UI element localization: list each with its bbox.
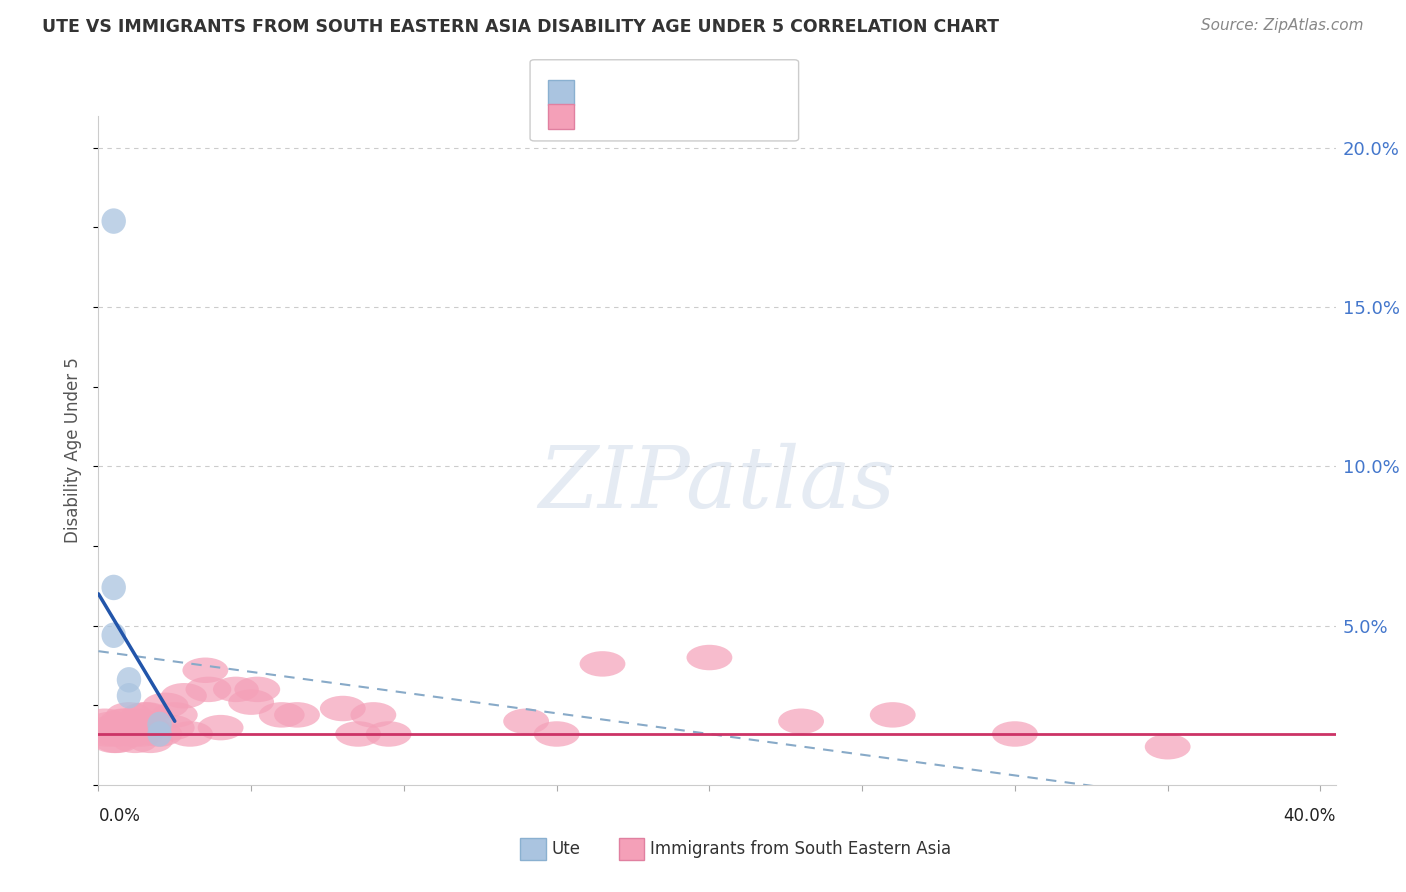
Ellipse shape xyxy=(101,574,127,600)
Ellipse shape xyxy=(152,702,198,728)
Ellipse shape xyxy=(579,651,626,677)
Ellipse shape xyxy=(100,708,146,734)
Ellipse shape xyxy=(228,690,274,714)
Text: ZIPatlas: ZIPatlas xyxy=(538,442,896,525)
Ellipse shape xyxy=(103,708,149,734)
Ellipse shape xyxy=(259,702,305,728)
Ellipse shape xyxy=(128,728,173,753)
Ellipse shape xyxy=(143,692,188,718)
Ellipse shape xyxy=(149,714,194,740)
Ellipse shape xyxy=(124,714,170,740)
Ellipse shape xyxy=(366,722,412,747)
Ellipse shape xyxy=(100,714,146,740)
Ellipse shape xyxy=(534,722,579,747)
Text: Ute: Ute xyxy=(551,840,581,858)
Ellipse shape xyxy=(117,667,141,692)
Text: 7: 7 xyxy=(723,79,733,97)
Ellipse shape xyxy=(350,702,396,728)
Ellipse shape xyxy=(870,702,915,728)
Text: N =: N = xyxy=(686,103,723,121)
Ellipse shape xyxy=(778,708,824,734)
Ellipse shape xyxy=(212,677,259,702)
Ellipse shape xyxy=(274,702,321,728)
Ellipse shape xyxy=(94,722,139,747)
Text: -0.000: -0.000 xyxy=(624,103,678,121)
Ellipse shape xyxy=(148,722,172,747)
Text: Source: ZipAtlas.com: Source: ZipAtlas.com xyxy=(1201,18,1364,33)
Ellipse shape xyxy=(321,696,366,722)
Ellipse shape xyxy=(105,714,152,740)
Text: R =: R = xyxy=(585,79,621,97)
Text: 40.0%: 40.0% xyxy=(1284,807,1336,825)
Ellipse shape xyxy=(235,677,280,702)
Ellipse shape xyxy=(167,722,212,747)
Ellipse shape xyxy=(117,683,141,708)
Ellipse shape xyxy=(101,623,127,648)
Ellipse shape xyxy=(110,722,155,747)
Ellipse shape xyxy=(118,722,165,747)
Ellipse shape xyxy=(87,712,134,737)
Ellipse shape xyxy=(94,728,139,753)
Ellipse shape xyxy=(124,702,170,728)
Ellipse shape xyxy=(82,708,128,734)
Text: 0.0%: 0.0% xyxy=(98,807,141,825)
Ellipse shape xyxy=(503,708,548,734)
Text: R =: R = xyxy=(585,103,621,121)
Ellipse shape xyxy=(186,677,232,702)
Ellipse shape xyxy=(183,657,228,683)
Text: N =: N = xyxy=(686,79,723,97)
Ellipse shape xyxy=(335,722,381,747)
Ellipse shape xyxy=(162,683,207,708)
Y-axis label: Disability Age Under 5: Disability Age Under 5 xyxy=(65,358,83,543)
Ellipse shape xyxy=(136,722,183,747)
Ellipse shape xyxy=(101,209,127,234)
Ellipse shape xyxy=(91,728,136,753)
Text: Immigrants from South Eastern Asia: Immigrants from South Eastern Asia xyxy=(650,840,950,858)
Ellipse shape xyxy=(198,714,243,740)
Text: UTE VS IMMIGRANTS FROM SOUTH EASTERN ASIA DISABILITY AGE UNDER 5 CORRELATION CHA: UTE VS IMMIGRANTS FROM SOUTH EASTERN ASI… xyxy=(42,18,1000,36)
Ellipse shape xyxy=(112,712,157,737)
Ellipse shape xyxy=(91,714,136,740)
Ellipse shape xyxy=(993,722,1038,747)
Ellipse shape xyxy=(121,702,167,728)
Ellipse shape xyxy=(84,722,131,747)
Ellipse shape xyxy=(97,718,143,744)
Ellipse shape xyxy=(148,712,172,737)
Ellipse shape xyxy=(112,728,157,753)
Text: 48: 48 xyxy=(723,103,744,121)
Ellipse shape xyxy=(115,708,162,734)
Ellipse shape xyxy=(1144,734,1191,759)
Ellipse shape xyxy=(686,645,733,670)
Text: -0.084: -0.084 xyxy=(624,79,678,97)
Ellipse shape xyxy=(105,702,152,728)
